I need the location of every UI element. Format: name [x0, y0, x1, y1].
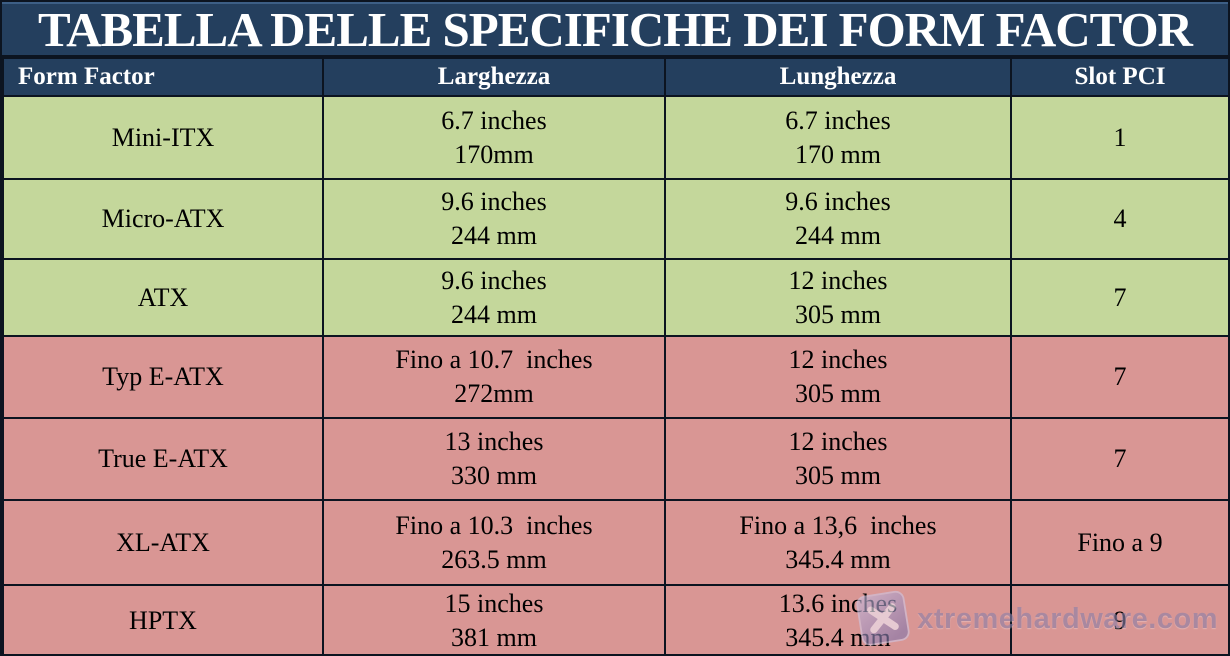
value-mm: 305 mm — [795, 461, 881, 490]
cell-slot-pci: 1 — [1010, 95, 1228, 180]
page-title: TABELLA DELLE SPECIFICHE DEI FORM FACTOR — [2, 2, 1228, 57]
cell-larghezza: Fino a 10.7 inches 272mm — [322, 335, 666, 419]
value-mm: 305 mm — [795, 299, 881, 329]
value-inches: 15 inches — [444, 589, 544, 618]
spec-table: Form Factor Larghezza Lunghezza Slot PCI… — [2, 57, 1228, 654]
value-inches: 6.7 inches — [785, 105, 891, 135]
value-inches: 9.6 inches — [441, 187, 547, 217]
cell-form-factor: XL-ATX — [2, 499, 324, 586]
value-inches: 12 inches — [788, 265, 888, 295]
cell-form-factor: True E-ATX — [2, 417, 324, 501]
value-inches: 12 inches — [788, 345, 888, 375]
value-inches: 9.6 inches — [785, 187, 891, 217]
cell-lunghezza: Fino a 13,6 inches 345.4 mm — [664, 499, 1012, 586]
cell-slot-pci: 7 — [1010, 417, 1228, 501]
cell-slot-pci: 7 — [1010, 258, 1228, 337]
column-header-slot-pci: Slot PCI — [1010, 57, 1228, 97]
value-inches: Fino a 10.7 inches — [395, 345, 593, 375]
cell-form-factor: ATX — [2, 258, 324, 337]
value-mm: 170 mm — [795, 139, 881, 169]
cell-larghezza: 13 inches 330 mm — [322, 417, 666, 501]
cell-form-factor: Typ E-ATX — [2, 335, 324, 419]
cell-larghezza: 15 inches 381 mm — [322, 584, 666, 654]
table-row: Micro-ATX 9.6 inches 244 mm 9.6 inches 2… — [2, 178, 1228, 260]
cell-lunghezza: 9.6 inches 244 mm — [664, 178, 1012, 260]
value-inches: Fino a 10.3 inches — [395, 510, 593, 540]
header-row: Form Factor Larghezza Lunghezza Slot PCI — [2, 57, 1228, 97]
value-mm: 263.5 mm — [441, 544, 547, 574]
cell-lunghezza: 12 inches 305 mm — [664, 335, 1012, 419]
cell-lunghezza: 6.7 inches 170 mm — [664, 95, 1012, 180]
value-inches: 9.6 inches — [441, 265, 547, 295]
table-row: True E-ATX 13 inches 330 mm 12 inches 30… — [2, 417, 1228, 501]
value-inches: Fino a 13,6 inches — [739, 510, 937, 540]
table-row: Typ E-ATX Fino a 10.7 inches 272mm 12 in… — [2, 335, 1228, 419]
cell-form-factor: Mini-ITX — [2, 95, 324, 180]
cell-larghezza: Fino a 10.3 inches 263.5 mm — [322, 499, 666, 586]
table-row: XL-ATX Fino a 10.3 inches 263.5 mm Fino … — [2, 499, 1228, 586]
column-header-larghezza: Larghezza — [322, 57, 666, 97]
cell-lunghezza: 13.6 inches 345.4 mm — [664, 584, 1012, 654]
value-mm: 244 mm — [451, 221, 537, 250]
value-mm: 305 mm — [795, 379, 881, 408]
value-mm: 345.4 mm — [785, 622, 891, 652]
cell-slot-pci: 4 — [1010, 178, 1228, 260]
cell-slot-pci: 9 — [1010, 584, 1228, 654]
value-mm: 272mm — [454, 379, 534, 408]
value-mm: 244 mm — [795, 221, 881, 250]
cell-larghezza: 9.6 inches 244 mm — [322, 178, 666, 260]
table-row: HPTX 15 inches 381 mm 13.6 inches 345.4 … — [2, 584, 1228, 654]
value-inches: 13 inches — [444, 427, 544, 457]
cell-form-factor: HPTX — [2, 584, 324, 654]
cell-slot-pci: 7 — [1010, 335, 1228, 419]
column-header-lunghezza: Lunghezza — [664, 57, 1012, 97]
value-inches: 13.6 inches — [778, 589, 898, 618]
value-mm: 345.4 mm — [785, 544, 891, 574]
cell-larghezza: 9.6 inches 244 mm — [322, 258, 666, 337]
cell-form-factor: Micro-ATX — [2, 178, 324, 260]
value-mm: 381 mm — [451, 622, 537, 652]
value-inches: 12 inches — [788, 427, 888, 457]
value-mm: 244 mm — [451, 299, 537, 329]
cell-slot-pci: Fino a 9 — [1010, 499, 1228, 586]
table-row: ATX 9.6 inches 244 mm 12 inches 305 mm 7 — [2, 258, 1228, 337]
cell-lunghezza: 12 inches 305 mm — [664, 258, 1012, 337]
cell-lunghezza: 12 inches 305 mm — [664, 417, 1012, 501]
value-inches: 6.7 inches — [441, 105, 547, 135]
value-mm: 170mm — [454, 139, 534, 169]
column-header-form-factor: Form Factor — [2, 57, 324, 97]
table-row: Mini-ITX 6.7 inches 170mm 6.7 inches 170… — [2, 95, 1228, 180]
cell-larghezza: 6.7 inches 170mm — [322, 95, 666, 180]
value-mm: 330 mm — [451, 461, 537, 490]
